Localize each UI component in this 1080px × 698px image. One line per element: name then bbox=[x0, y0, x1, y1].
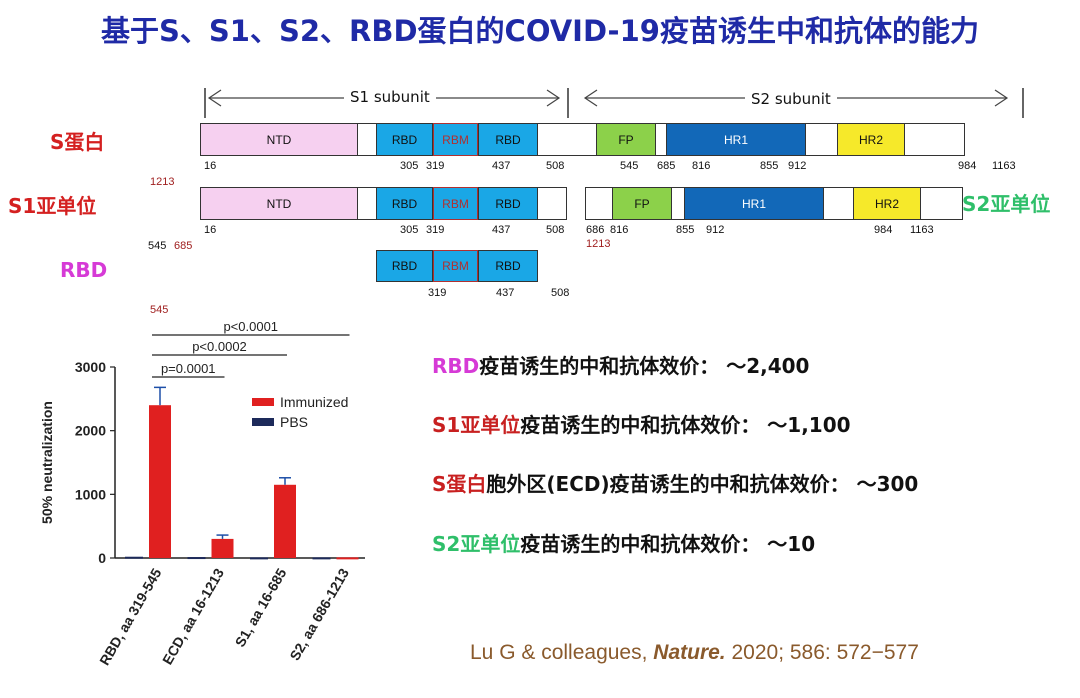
y-axis-label: 50% neutralization bbox=[39, 401, 55, 524]
bar-immunized bbox=[211, 538, 234, 558]
hr1-domain: HR1 bbox=[666, 123, 806, 156]
row-label-s1: S1亚单位 bbox=[8, 194, 97, 218]
legend-swatch bbox=[252, 418, 274, 426]
pos-label: 912 bbox=[706, 224, 725, 236]
pos-label: 855 bbox=[676, 224, 695, 236]
pos-label: 437 bbox=[496, 287, 515, 299]
hr2-domain: HR2 bbox=[837, 123, 905, 156]
summary-text: 疫苗诱生的中和抗体效价： ～1,100 bbox=[520, 413, 851, 437]
hr2-domain: HR2 bbox=[853, 187, 921, 220]
pos-label: 685 bbox=[657, 160, 676, 172]
pos-label: 1163 bbox=[992, 160, 1016, 172]
summary-tag: S2亚单位 bbox=[432, 532, 521, 556]
s1-subunit-label: S1 subunit bbox=[344, 88, 436, 106]
bar-pbs bbox=[187, 557, 206, 560]
pos-label: 984 bbox=[874, 224, 893, 236]
summary-text: 胞外区(ECD)疫苗诱生的中和抗体效价： ～300 bbox=[486, 472, 919, 496]
pos-label: 16 bbox=[204, 224, 217, 236]
citation-journal: Nature. bbox=[653, 641, 726, 664]
y-tick-label: 1000 bbox=[75, 486, 106, 502]
rbm-domain: RBM bbox=[433, 123, 478, 156]
hr1-domain: HR1 bbox=[684, 187, 824, 220]
pos-label: 508 bbox=[546, 224, 565, 236]
pos-label: 816 bbox=[610, 224, 629, 236]
legend-label: PBS bbox=[280, 414, 308, 430]
summary-line-s: S蛋白胞外区(ECD)疫苗诱生的中和抗体效价： ～300 bbox=[432, 468, 918, 497]
ntd-domain: NTD bbox=[200, 123, 358, 156]
pos-label: 855 bbox=[760, 160, 779, 172]
bar-pbs bbox=[125, 556, 143, 559]
rbm-domain: RBM bbox=[433, 250, 478, 282]
pos-label: 508 bbox=[551, 287, 570, 299]
pos-label: 545 bbox=[148, 240, 167, 252]
citation: Lu G & colleagues, Nature. 2020; 586: 57… bbox=[470, 641, 919, 665]
bar-pbs bbox=[250, 557, 268, 560]
bar-immunized bbox=[336, 557, 359, 560]
pos-label: 685 bbox=[174, 240, 193, 252]
y-tick-label: 0 bbox=[98, 550, 106, 566]
pos-label: 319 bbox=[428, 287, 447, 299]
rbd-domain: RBD bbox=[478, 187, 538, 220]
pos-label: 319 bbox=[426, 160, 445, 172]
page-title: 基于S、S1、S2、RBD蛋白的COVID-19疫苗诱生中和抗体的能力 bbox=[101, 14, 979, 48]
bar-immunized bbox=[274, 484, 296, 558]
row-label-s: S蛋白 bbox=[50, 130, 105, 154]
x-tick-label: S1, aa 16-685 bbox=[232, 565, 290, 649]
y-tick-label: 3000 bbox=[75, 359, 106, 375]
pos-label: 16 bbox=[204, 160, 217, 172]
summary-text: 疫苗诱生的中和抗体效价： ～2,400 bbox=[479, 354, 810, 378]
neutralization-bar-chart: 0 1000 2000 3000 50% neutralization RBD, aa 3… bbox=[39, 319, 365, 668]
rbd-domain: RBD bbox=[478, 123, 538, 156]
summary-text: 疫苗诱生的中和抗体效价： ～10 bbox=[520, 532, 816, 556]
rbd-domain: RBD bbox=[376, 250, 433, 282]
p-value-label: p<0.0001 bbox=[223, 319, 278, 334]
legend-label: Immunized bbox=[280, 394, 348, 410]
rbd-domain: RBD bbox=[478, 250, 538, 282]
y-tick-label: 2000 bbox=[75, 423, 106, 439]
pos-label: 319 bbox=[426, 224, 445, 236]
rbm-domain: RBM bbox=[433, 187, 478, 220]
row-label-rbd: RBD bbox=[60, 258, 108, 282]
p-value-label: p=0.0001 bbox=[161, 361, 216, 376]
citation-authors: Lu G & colleagues, bbox=[470, 641, 654, 664]
summary-line-rbd: RBD疫苗诱生的中和抗体效价： ～2,400 bbox=[432, 350, 809, 379]
pos-label: 1213 bbox=[150, 176, 175, 188]
row-label-s2: S2亚单位 bbox=[962, 192, 1051, 216]
summary-tag: RBD bbox=[432, 354, 480, 378]
x-tick-label: S2, aa 686-1213 bbox=[286, 565, 352, 663]
ntd-domain: NTD bbox=[200, 187, 358, 220]
citation-details: 2020; 586: 572−577 bbox=[725, 641, 919, 664]
pos-label: 1163 bbox=[910, 224, 934, 236]
summary-tag: S1亚单位 bbox=[432, 413, 521, 437]
pos-label: 545 bbox=[620, 160, 639, 172]
rbd-domain: RBD bbox=[376, 123, 433, 156]
pos-label: 1213 bbox=[586, 238, 611, 250]
rbd-domain: RBD bbox=[376, 187, 433, 220]
s2-subunit-label: S2 subunit bbox=[745, 90, 837, 108]
summary-line-s2: S2亚单位疫苗诱生的中和抗体效价： ～10 bbox=[432, 528, 815, 557]
pos-label: 816 bbox=[692, 160, 711, 172]
subunit-arrows bbox=[204, 88, 1024, 118]
pos-label: 912 bbox=[788, 160, 807, 172]
legend-swatch bbox=[252, 398, 274, 406]
bar-pbs bbox=[312, 557, 331, 560]
bar-immunized bbox=[149, 405, 171, 558]
x-tick-label: RBD, aa 319-545 bbox=[96, 565, 164, 668]
pos-label: 984 bbox=[958, 160, 977, 172]
pos-label: 437 bbox=[492, 160, 511, 172]
summary-tag: S蛋白 bbox=[432, 472, 487, 496]
pos-label: 305 bbox=[400, 224, 419, 236]
pos-label: 508 bbox=[546, 160, 565, 172]
fp-domain: FP bbox=[612, 187, 672, 220]
pos-label: 686 bbox=[586, 224, 605, 236]
summary-line-s1: S1亚单位疫苗诱生的中和抗体效价： ～1,100 bbox=[432, 409, 851, 438]
x-tick-label: ECD, aa 16-1213 bbox=[159, 565, 227, 667]
pos-label: 305 bbox=[400, 160, 419, 172]
p-value-label: p<0.0002 bbox=[192, 339, 247, 354]
pos-label: 545 bbox=[150, 304, 169, 316]
pos-label: 437 bbox=[492, 224, 511, 236]
fp-domain: FP bbox=[596, 123, 656, 156]
